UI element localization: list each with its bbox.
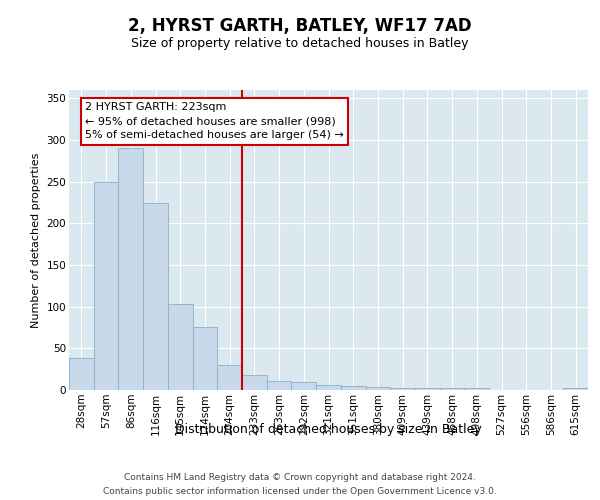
- Bar: [563, 388, 588, 390]
- Bar: [316, 385, 341, 390]
- Text: Contains public sector information licensed under the Open Government Licence v3: Contains public sector information licen…: [103, 488, 497, 496]
- Bar: [440, 388, 464, 390]
- Bar: [415, 388, 440, 390]
- Bar: [168, 304, 193, 390]
- Bar: [365, 386, 390, 390]
- Bar: [292, 382, 316, 390]
- Text: 2, HYRST GARTH, BATLEY, WF17 7AD: 2, HYRST GARTH, BATLEY, WF17 7AD: [128, 18, 472, 36]
- Text: 2 HYRST GARTH: 223sqm
← 95% of detached houses are smaller (998)
5% of semi-deta: 2 HYRST GARTH: 223sqm ← 95% of detached …: [85, 102, 344, 141]
- Bar: [217, 365, 242, 390]
- Bar: [390, 388, 415, 390]
- Text: Size of property relative to detached houses in Batley: Size of property relative to detached ho…: [131, 38, 469, 51]
- Bar: [464, 388, 489, 390]
- Y-axis label: Number of detached properties: Number of detached properties: [31, 152, 41, 328]
- Text: Distribution of detached houses by size in Batley: Distribution of detached houses by size …: [175, 422, 482, 436]
- Bar: [341, 386, 365, 390]
- Bar: [242, 375, 267, 390]
- Bar: [193, 326, 217, 390]
- Text: Contains HM Land Registry data © Crown copyright and database right 2024.: Contains HM Land Registry data © Crown c…: [124, 472, 476, 482]
- Bar: [267, 381, 292, 390]
- Bar: [69, 358, 94, 390]
- Bar: [118, 148, 143, 390]
- Bar: [143, 202, 168, 390]
- Bar: [94, 182, 118, 390]
